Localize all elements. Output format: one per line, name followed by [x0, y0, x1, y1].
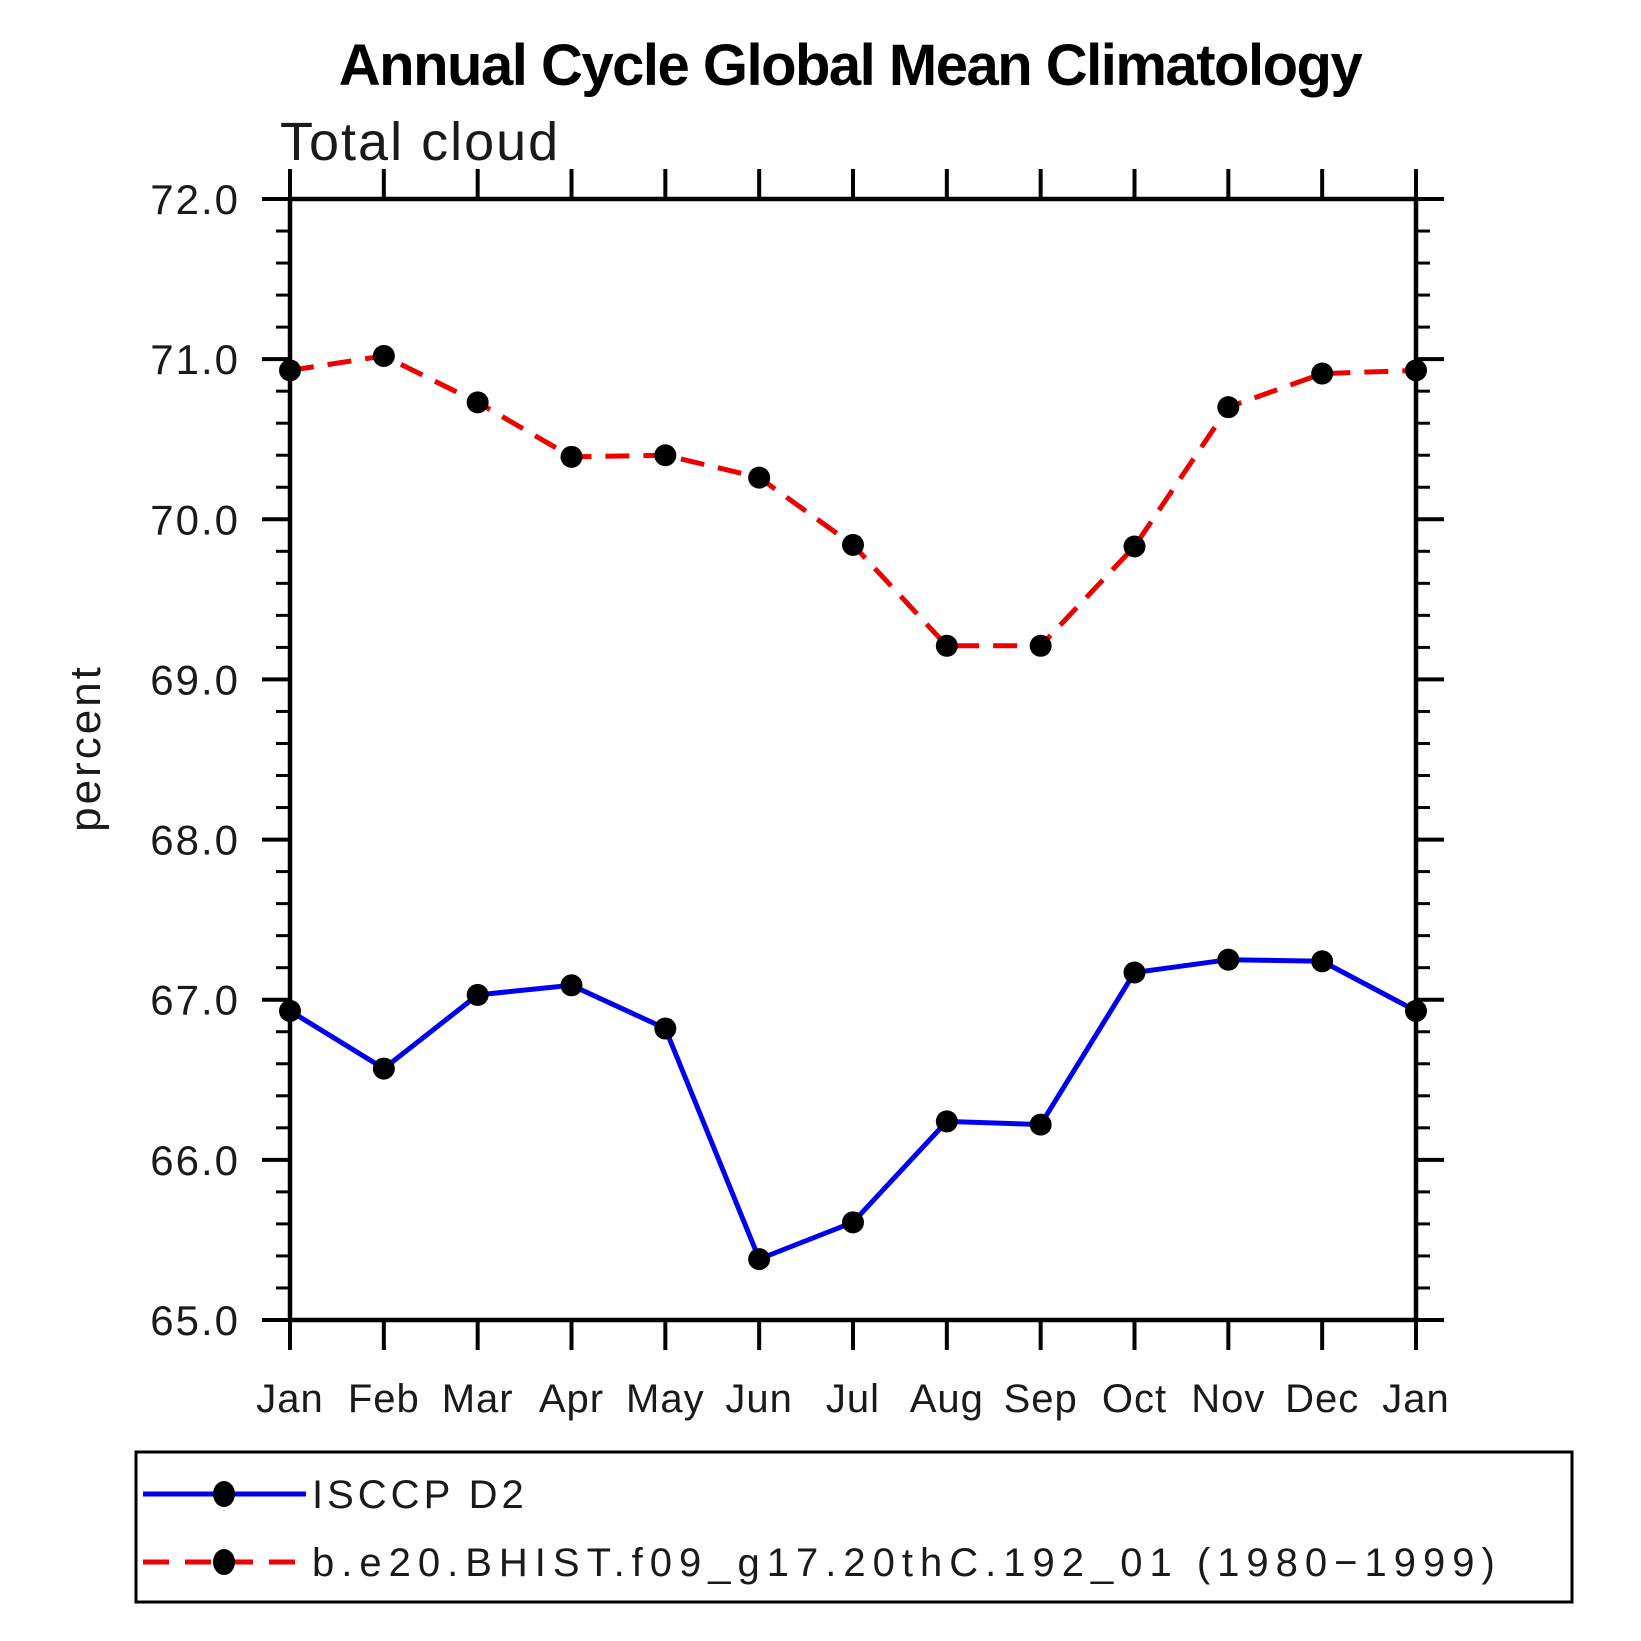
data-point-marker — [1029, 1113, 1052, 1136]
data-point-marker — [935, 1110, 958, 1133]
chart-subtitle: Total cloud — [280, 112, 560, 172]
data-point-marker — [654, 444, 677, 467]
data-point-marker — [1217, 948, 1240, 971]
y-tick-label: 67.0 — [150, 977, 240, 1024]
y-axis-label: percent — [61, 664, 110, 832]
data-point-marker — [1217, 396, 1240, 419]
data-point-marker — [1405, 359, 1427, 382]
legend-box — [134, 1450, 1574, 1604]
x-tick-label: Sep — [1004, 1377, 1078, 1421]
data-point-marker — [466, 983, 489, 1006]
x-tick-label: Jan — [256, 1377, 324, 1421]
legend-marker-1 — [213, 1549, 235, 1575]
data-point-marker — [842, 1211, 864, 1234]
x-tick-label: Nov — [1191, 1377, 1265, 1421]
x-tick-label: Oct — [1102, 1377, 1167, 1421]
data-point-marker — [560, 445, 583, 468]
data-point-marker — [1405, 999, 1427, 1022]
data-point-marker — [279, 359, 301, 382]
chart-title: Annual Cycle Global Mean Climatology — [339, 33, 1363, 98]
y-tick-label: 71.0 — [150, 336, 240, 383]
y-tick-label: 68.0 — [150, 817, 240, 864]
x-tick-label: Jan — [1382, 1377, 1450, 1421]
x-tick-label: Mar — [442, 1377, 514, 1421]
x-tick-label: May — [626, 1377, 705, 1421]
plot-frame — [287, 196, 1419, 1323]
data-point-marker — [935, 634, 958, 657]
data-point-marker — [842, 533, 864, 556]
y-tick-label: 72.0 — [150, 176, 240, 223]
y-tick-label: 69.0 — [150, 656, 240, 703]
data-point-marker — [1311, 950, 1334, 973]
legend-marker-0 — [213, 1481, 235, 1507]
x-tick-label: Dec — [1285, 1377, 1359, 1421]
data-point-marker — [1123, 535, 1146, 558]
data-point-marker — [372, 344, 395, 367]
x-tick-label: Aug — [910, 1377, 984, 1421]
data-point-marker — [1311, 362, 1334, 385]
plot-area: 65.0 66.0 67.0 68.0 69.0 70.0 71.0 72.0 Jan Feb Ma… — [150, 169, 1450, 1421]
data-point-marker — [1029, 634, 1052, 657]
x-tick-label: Feb — [348, 1377, 420, 1421]
x-tick-label: Jun — [725, 1377, 793, 1421]
legend-samples — [143, 1481, 306, 1575]
data-point-marker — [466, 391, 489, 414]
data-point-marker — [748, 1248, 771, 1271]
data-point-marker — [748, 466, 771, 489]
y-tick-label: 70.0 — [150, 496, 240, 543]
data-point-marker — [1123, 961, 1146, 984]
x-tick-label: Apr — [539, 1377, 604, 1421]
y-tick-label: 65.0 — [150, 1297, 240, 1344]
data-point-marker — [654, 1017, 677, 1040]
legend: ISCCP D2 b.e20.BHIST.f09_g17.20thC.192_0… — [134, 1450, 1574, 1604]
data-point-marker — [372, 1057, 395, 1080]
data-point-marker — [560, 974, 583, 997]
legend-label-isccp: ISCCP D2 — [312, 1473, 528, 1517]
legend-label-model: b.e20.BHIST.f09_g17.20thC.192_01 (1980−1… — [312, 1541, 1502, 1585]
series-line-1 — [289, 353, 1417, 649]
data-point-marker — [279, 999, 301, 1022]
y-tick-label: 66.0 — [150, 1137, 240, 1184]
x-tick-label: Jul — [826, 1377, 880, 1421]
